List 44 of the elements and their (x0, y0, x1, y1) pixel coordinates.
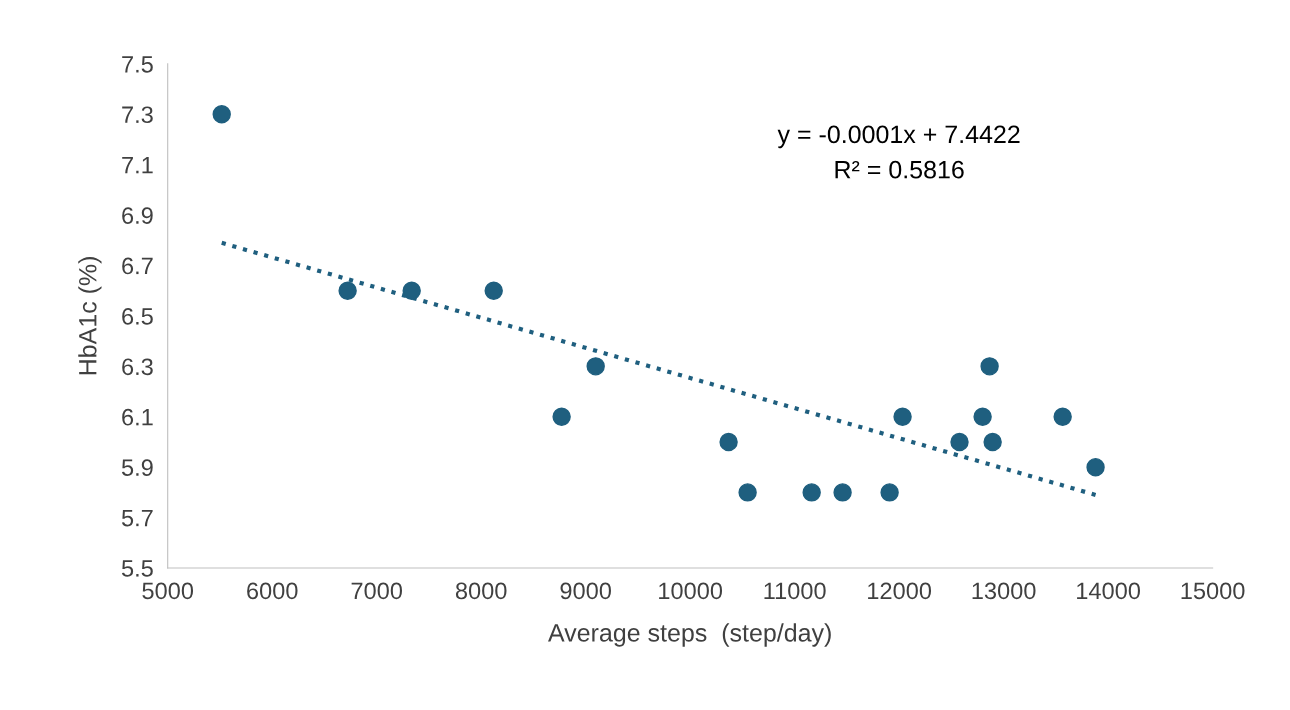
y-axis-title: HbA1c (%) (78, 257, 102, 375)
point (833, 483, 852, 502)
x-tick-label: 12000 (868, 582, 932, 600)
point (719, 432, 738, 452)
point (880, 483, 899, 502)
y-tick-label: 5.9 (121, 459, 153, 476)
point (983, 432, 1002, 452)
y-tick-label: 6.5 (122, 308, 153, 325)
point (552, 407, 571, 426)
point (950, 432, 969, 452)
annotation: R² = 0.5816 (835, 160, 964, 179)
y-tick-label: 6.3 (122, 358, 153, 376)
x-tick-label: 5000 (142, 582, 194, 600)
y-tick-label: 6.7 (122, 257, 153, 275)
point (212, 105, 231, 124)
point (586, 357, 605, 376)
x-tick-label: 8000 (455, 582, 507, 600)
y-tick-label: 7.3 (122, 106, 153, 124)
x-tick-label: 11000 (764, 582, 826, 600)
annotation: y = -0.0001x + 7.4422 (777, 125, 1020, 149)
x-tick-label: 15000 (1181, 582, 1245, 600)
point (893, 407, 912, 426)
x-tick-label: 9000 (560, 582, 611, 600)
point (484, 281, 503, 300)
x-tick-label: 10000 (659, 582, 723, 600)
y-tick-label: 7.5 (122, 56, 153, 73)
y-tick-label: 6.9 (122, 207, 153, 224)
y-tick-label: 7.1 (122, 157, 153, 174)
x-tick-label: 7000 (351, 582, 403, 600)
point (738, 483, 757, 502)
point (1053, 407, 1072, 426)
point (802, 483, 821, 502)
y-tick-label: 6.1 (122, 408, 153, 426)
point (1086, 457, 1105, 477)
point (973, 407, 992, 426)
y-tick-label: 5.5 (121, 560, 153, 577)
x-tick-label: 14000 (1077, 582, 1141, 600)
x-axis-title: Average steps (step/day) (548, 623, 831, 647)
point (338, 281, 357, 300)
x-tick-label: 13000 (972, 582, 1036, 600)
y-tick-label: 5.7 (121, 509, 153, 527)
point (402, 281, 421, 300)
x-tick-label: 6000 (247, 582, 298, 600)
point (980, 357, 999, 376)
